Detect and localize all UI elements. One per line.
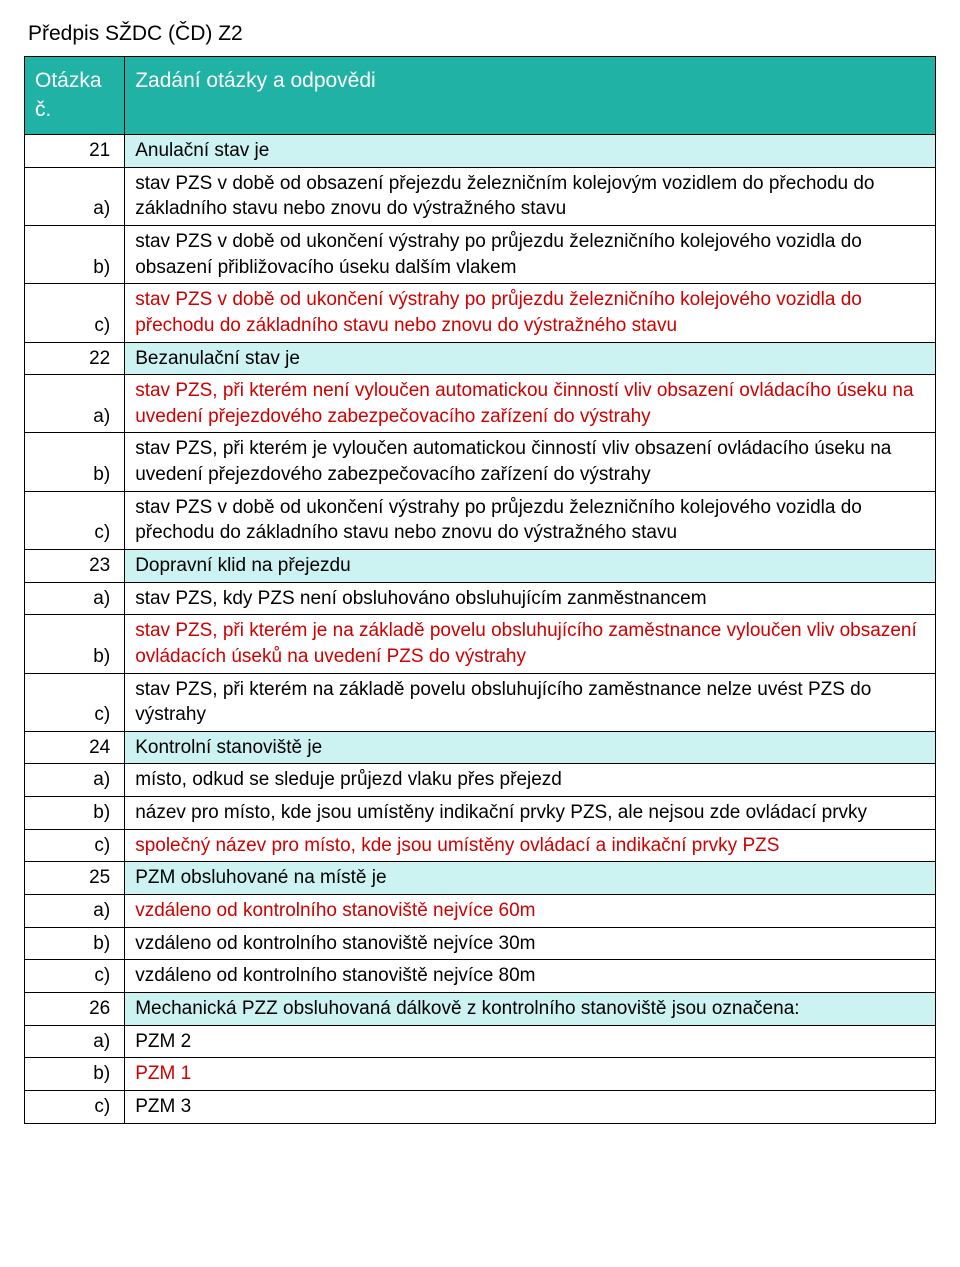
row-number: 23 [25, 550, 125, 583]
table-row: c)PZM 3 [25, 1090, 936, 1123]
table-row: 25PZM obsluhované na místě je [25, 862, 936, 895]
row-number: a) [25, 764, 125, 797]
table-row: c)vzdáleno od kontrolního stanoviště nej… [25, 960, 936, 993]
table-row: b)PZM 1 [25, 1058, 936, 1091]
row-number: b) [25, 927, 125, 960]
row-number: c) [25, 491, 125, 549]
table-row: b)stav PZS, při kterém je na základě pov… [25, 615, 936, 673]
table-row: 22Bezanulační stav je [25, 342, 936, 375]
answer-text: stav PZS v době od ukončení výstrahy po … [125, 225, 936, 283]
table-row: c)stav PZS, při kterém na základě povelu… [25, 673, 936, 731]
row-number: c) [25, 284, 125, 342]
row-number: c) [25, 1090, 125, 1123]
table-header-row: Otázka č. Zadání otázky a odpovědi [25, 57, 936, 135]
table-row: b)název pro místo, kde jsou umístěny ind… [25, 797, 936, 830]
table-row: 23Dopravní klid na přejezdu [25, 550, 936, 583]
table-row: b)stav PZS, při kterém je vyloučen autom… [25, 433, 936, 491]
header-question-body: Zadání otázky a odpovědi [125, 57, 936, 135]
table-row: a)PZM 2 [25, 1025, 936, 1058]
row-number: c) [25, 673, 125, 731]
row-number: b) [25, 225, 125, 283]
table-row: a)stav PZS, při kterém není vyloučen aut… [25, 375, 936, 433]
answer-text: stav PZS, při kterém je vyloučen automat… [125, 433, 936, 491]
question-text: PZM obsluhované na místě je [125, 862, 936, 895]
answer-text: společný název pro místo, kde jsou umíst… [125, 829, 936, 862]
table-row: b)stav PZS v době od ukončení výstrahy p… [25, 225, 936, 283]
answer-text: stav PZS v době od ukončení výstrahy po … [125, 491, 936, 549]
question-text: Anulační stav je [125, 135, 936, 168]
answer-text: stav PZS, při kterém není vyloučen autom… [125, 375, 936, 433]
row-number: b) [25, 1058, 125, 1091]
table-row: a)vzdáleno od kontrolního stanoviště nej… [25, 895, 936, 928]
answer-text: vzdáleno od kontrolního stanoviště nejví… [125, 960, 936, 993]
answer-text: PZM 1 [125, 1058, 936, 1091]
answer-text: PZM 2 [125, 1025, 936, 1058]
row-number: 25 [25, 862, 125, 895]
answer-text: vzdáleno od kontrolního stanoviště nejví… [125, 895, 936, 928]
row-number: b) [25, 797, 125, 830]
document-title: Předpis SŽDC (ČD) Z2 [28, 20, 936, 48]
row-number: c) [25, 829, 125, 862]
qa-table: Otázka č. Zadání otázky a odpovědi 21Anu… [24, 56, 936, 1123]
row-number: a) [25, 375, 125, 433]
answer-text: místo, odkud se sleduje průjezd vlaku př… [125, 764, 936, 797]
table-row: c)stav PZS v době od ukončení výstrahy p… [25, 284, 936, 342]
answer-text: PZM 3 [125, 1090, 936, 1123]
row-number: a) [25, 167, 125, 225]
question-text: Bezanulační stav je [125, 342, 936, 375]
answer-text: stav PZS, při kterém je na základě povel… [125, 615, 936, 673]
answer-text: název pro místo, kde jsou umístěny indik… [125, 797, 936, 830]
question-text: Kontrolní stanoviště je [125, 731, 936, 764]
table-row: 26Mechanická PZZ obsluhovaná dálkově z k… [25, 992, 936, 1025]
row-number: b) [25, 615, 125, 673]
row-number: a) [25, 1025, 125, 1058]
row-number: c) [25, 960, 125, 993]
row-number: a) [25, 582, 125, 615]
question-text: Dopravní klid na přejezdu [125, 550, 936, 583]
row-number: 21 [25, 135, 125, 168]
answer-text: stav PZS v době od ukončení výstrahy po … [125, 284, 936, 342]
table-row: a)místo, odkud se sleduje průjezd vlaku … [25, 764, 936, 797]
question-text: Mechanická PZZ obsluhovaná dálkově z kon… [125, 992, 936, 1025]
table-row: a)stav PZS v době od obsazení přejezdu ž… [25, 167, 936, 225]
table-row: a)stav PZS, kdy PZS není obsluhováno obs… [25, 582, 936, 615]
row-number: a) [25, 895, 125, 928]
answer-text: stav PZS, kdy PZS není obsluhováno obslu… [125, 582, 936, 615]
table-row: c)společný název pro místo, kde jsou umí… [25, 829, 936, 862]
table-row: b)vzdáleno od kontrolního stanoviště nej… [25, 927, 936, 960]
header-question-number: Otázka č. [25, 57, 125, 135]
table-row: c)stav PZS v době od ukončení výstrahy p… [25, 491, 936, 549]
answer-text: vzdáleno od kontrolního stanoviště nejví… [125, 927, 936, 960]
table-row: 21Anulační stav je [25, 135, 936, 168]
row-number: b) [25, 433, 125, 491]
answer-text: stav PZS, při kterém na základě povelu o… [125, 673, 936, 731]
row-number: 22 [25, 342, 125, 375]
row-number: 24 [25, 731, 125, 764]
answer-text: stav PZS v době od obsazení přejezdu žel… [125, 167, 936, 225]
table-row: 24Kontrolní stanoviště je [25, 731, 936, 764]
row-number: 26 [25, 992, 125, 1025]
